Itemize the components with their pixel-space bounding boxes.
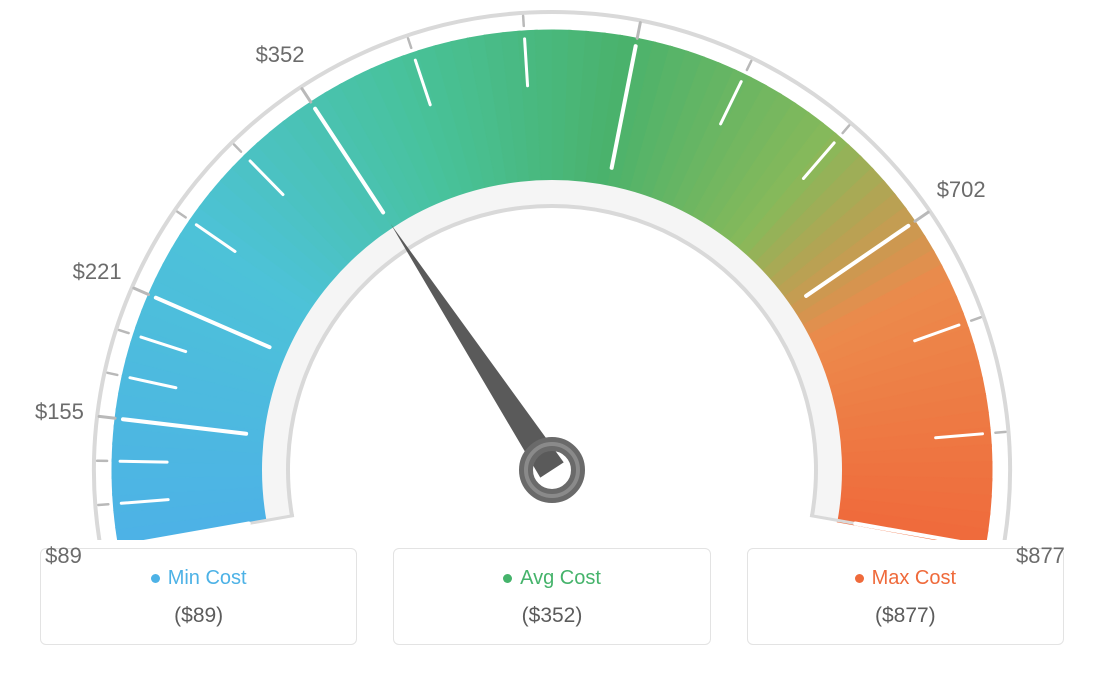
dot-icon	[151, 574, 160, 583]
legend-card-min: Min Cost ($89)	[40, 548, 357, 645]
gauge-tick-label: $89	[45, 543, 82, 569]
gauge-tick-label: $221	[73, 259, 122, 285]
gauge-svg	[0, 0, 1104, 540]
gauge-tick-label: $877	[1016, 543, 1065, 569]
legend-title-text: Max Cost	[872, 567, 956, 590]
legend-title-max: Max Cost	[855, 567, 956, 590]
gauge-container: $89$155$221$352$527$702$877	[0, 0, 1104, 540]
gauge-tick-label: $155	[35, 399, 84, 425]
gauge-tick-label: $702	[937, 177, 986, 203]
legend-row: Min Cost ($89) Avg Cost ($352) Max Cost …	[0, 548, 1104, 645]
legend-value-max: ($877)	[758, 604, 1053, 628]
dot-icon	[855, 574, 864, 583]
legend-title-avg: Avg Cost	[503, 567, 601, 590]
legend-title-min: Min Cost	[151, 567, 247, 590]
dot-icon	[503, 574, 512, 583]
gauge-tick-label: $352	[256, 42, 305, 68]
legend-card-avg: Avg Cost ($352)	[393, 548, 710, 645]
legend-value-avg: ($352)	[404, 604, 699, 628]
legend-value-min: ($89)	[51, 604, 346, 628]
legend-title-text: Avg Cost	[520, 567, 601, 590]
legend-title-text: Min Cost	[168, 567, 247, 590]
